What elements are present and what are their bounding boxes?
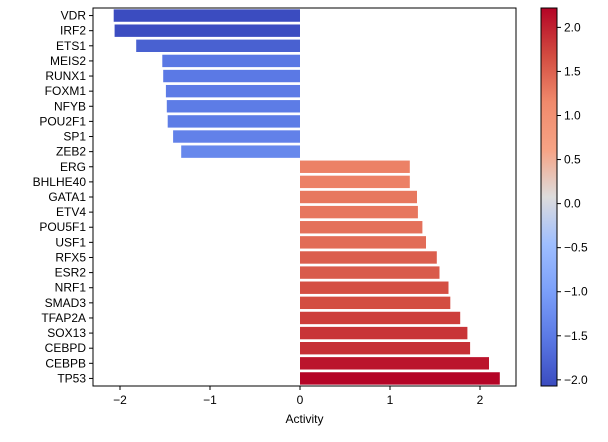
colorbar-tick-label: −2.0: [564, 373, 588, 387]
y-tick-label: CEBPD: [45, 341, 87, 355]
y-tick-label: ESR2: [55, 266, 87, 280]
colorbar-tick-label: 1.5: [564, 64, 581, 78]
colorbar-tick-label: 2.0: [564, 20, 581, 34]
bar-etv4: [300, 205, 418, 219]
y-tick-label: CEBPB: [45, 356, 86, 370]
y-tick-label: BHLHE40: [33, 175, 87, 189]
bar-pou2f1: [167, 115, 300, 128]
bar-nfyb: [166, 100, 300, 113]
colorbar-gradient: [540, 7, 558, 387]
colorbar-tick-label: −1.0: [564, 285, 588, 299]
y-tick-label: TFAP2A: [41, 311, 86, 325]
x-tick-label: −1: [203, 393, 217, 407]
colorbar: −2.0 −1.5 −1.0 −0.5 0.0 0.5 1.0 1.5 2.0: [540, 7, 588, 387]
y-tick-label: SP1: [63, 130, 86, 144]
y-tick-label: ERG: [60, 160, 86, 174]
bar-usf1: [300, 236, 426, 249]
x-axis-label: Activity: [285, 412, 323, 426]
colorbar-tick-label: 0.5: [564, 153, 581, 167]
bar-zeb2: [181, 145, 300, 158]
bar-foxm1: [165, 84, 300, 98]
colorbar-tick-label: −0.5: [564, 241, 588, 255]
bar-sox13: [300, 326, 468, 340]
x-tick-label: 0: [297, 393, 304, 407]
bar-cebpd: [300, 342, 471, 355]
y-tick-label: VDR: [61, 9, 87, 23]
y-tick-label: POU5F1: [39, 220, 86, 234]
y-tick-label: TP53: [57, 371, 86, 385]
bar-rfx5: [300, 251, 437, 264]
bar-meis2: [162, 54, 300, 68]
bar-tfap2a: [300, 311, 461, 325]
bar-ets1: [136, 39, 300, 52]
plot-frame: [92, 7, 517, 387]
y-tick-label: ETV4: [56, 205, 86, 219]
y-tick-label: POU2F1: [39, 114, 86, 128]
x-tick-label: 1: [387, 393, 394, 407]
y-tick-label: MEIS2: [50, 54, 86, 68]
y-tick-label: SOX13: [47, 326, 86, 340]
bar-cebpb: [300, 357, 489, 370]
y-tick-label: USF1: [55, 235, 86, 249]
y-tick-label: SMAD3: [45, 296, 87, 310]
colorbar-tick-label: −1.5: [564, 329, 588, 343]
y-tick-label: NFYB: [54, 99, 86, 113]
bar-vdr: [113, 9, 300, 22]
bars-group: [113, 9, 500, 385]
y-tick-label: RUNX1: [45, 69, 86, 83]
y-tick-label: ETS1: [56, 39, 86, 53]
bar-bhlhe40: [300, 175, 410, 189]
x-tick-label: −2: [113, 393, 127, 407]
bar-nrf1: [300, 281, 449, 294]
y-tick-label: RFX5: [55, 250, 86, 264]
bar-sp1: [173, 130, 300, 143]
y-tick-label: NRF1: [55, 281, 87, 295]
y-tick-label: ZEB2: [56, 145, 86, 159]
x-axis: −2 −1 0 1 2: [113, 386, 484, 407]
bar-tp53: [300, 372, 500, 385]
bar-esr2: [300, 266, 440, 279]
x-tick-label: 2: [477, 393, 484, 407]
bar-irf2: [114, 24, 300, 37]
bar-gata1: [300, 190, 417, 204]
y-tick-label: IRF2: [60, 24, 86, 38]
bar-erg: [300, 160, 410, 173]
bar-smad3: [300, 296, 451, 310]
colorbar-tick-label: 0.0: [564, 197, 581, 211]
bar-runx1: [163, 69, 300, 83]
y-tick-label: GATA1: [48, 190, 86, 204]
bar-pou5f1: [300, 221, 423, 234]
colorbar-tick-label: 1.0: [564, 108, 581, 122]
y-tick-label: FOXM1: [45, 84, 87, 98]
